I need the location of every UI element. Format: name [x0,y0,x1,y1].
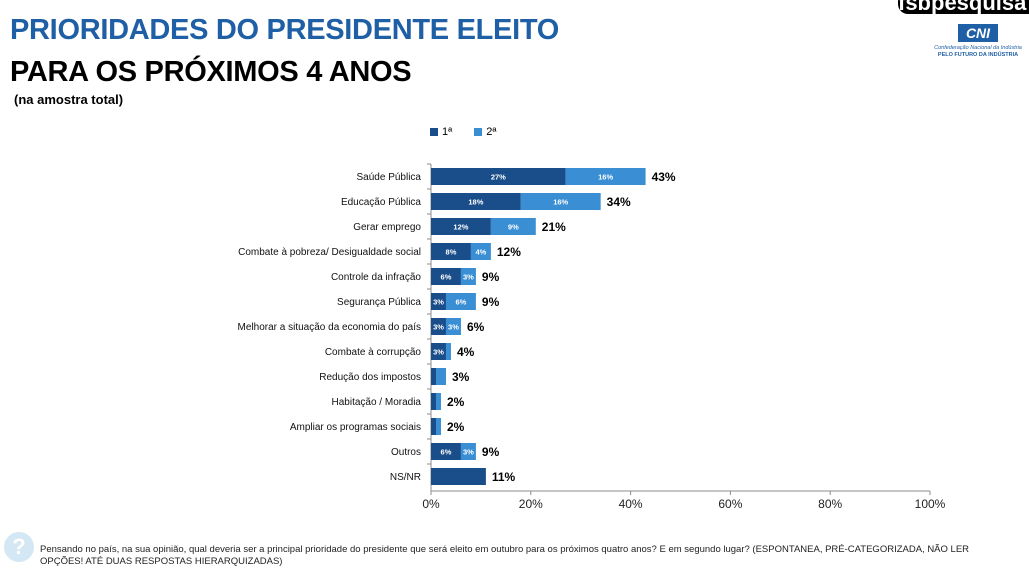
total-label: 2% [447,395,465,409]
category-label: Educação Pública [341,197,421,208]
category-label: Controle da infração [331,272,421,283]
data-label: 16% [598,173,613,182]
page-title: PRIORIDADES DO PRESIDENTE ELEITO [10,14,560,46]
fsb-logo: fsbpesquisa [898,0,1029,14]
data-label: 3% [463,448,474,457]
bar-segment-first [431,443,461,460]
cni-name: Confederação Nacional da Indústria [934,45,1022,51]
total-label: 34% [607,195,631,209]
legend-item-second: 2ª [474,126,496,138]
bar-segment-second [435,418,441,435]
legend-item-first: 1ª [430,126,452,138]
bar-segment-second [520,193,601,210]
data-label: 8% [446,248,457,257]
survey-question-footnote: Pensando no país, na sua opinião, qual d… [40,544,970,567]
total-label: 9% [482,445,500,459]
bar-segment-second [445,343,451,360]
data-label: 27% [491,173,506,182]
category-label: Outros [391,447,421,458]
data-label: 6% [441,448,452,457]
bar-segment-first [431,293,446,310]
category-label: Melhorar a situação da economia do país [238,322,421,333]
category-label: Ampliar os programas sociais [290,422,421,433]
total-label: 43% [652,170,676,184]
total-label: 3% [452,370,470,384]
data-label: 16% [553,198,568,207]
total-label: 9% [482,295,500,309]
chart-legend: 1ª 2ª [430,126,496,138]
total-label: 21% [542,220,566,234]
category-label: NS/NR [390,472,421,483]
x-tick-label: 0% [422,497,440,511]
data-label: 3% [448,323,459,332]
bar-segment-first [431,368,436,385]
bar-segment-first [431,268,461,285]
question-icon: ? [4,532,34,562]
bar-segment-first [431,318,446,335]
total-label: 12% [497,245,521,259]
data-label: 12% [453,223,468,232]
legend-swatch-first [430,128,438,136]
bar-segment-first [431,418,436,435]
x-tick-label: 40% [619,497,643,511]
x-tick-label: 80% [818,497,842,511]
total-label: 4% [457,345,475,359]
x-tick-label: 60% [718,497,742,511]
legend-label-second: 2ª [486,126,497,138]
total-label: 6% [467,320,485,334]
bar-segment-second [460,443,476,460]
data-label: 9% [508,223,519,232]
bar-segment-second [565,168,646,185]
category-label: Gerar emprego [353,222,421,233]
data-label: 3% [433,348,444,357]
category-label: Combate à corrupção [325,347,422,358]
total-label: 2% [447,420,465,434]
bar-segment-second [460,268,476,285]
bar-segment-first [431,343,446,360]
bar-segment-second [445,293,476,310]
bar-segment-first [431,468,486,485]
data-label: 4% [475,248,486,257]
category-label: Redução dos impostos [319,372,421,383]
page-title-line2: PARA OS PRÓXIMOS 4 ANOS [10,56,412,88]
sample-note: (na amostra total) [14,92,124,107]
bar-segment-second [490,218,536,235]
category-label: Segurança Pública [337,297,421,308]
x-tick-label: 100% [915,497,946,511]
category-label: Habitação / Moradia [332,397,422,408]
data-label: 3% [433,298,444,307]
legend-swatch-second [474,128,483,136]
bar-segment-second [445,318,461,335]
cni-logo: CNI Confederação Nacional da Indústria P… [932,24,1024,64]
bar-segment-first [431,218,491,235]
data-label: 6% [456,298,467,307]
bar-segment-first [431,193,521,210]
legend-label-first: 1ª [442,126,453,138]
bar-segment-second [435,368,446,385]
bar-segment-second [470,243,491,260]
category-label: Saúde Pública [357,172,422,183]
category-label: Combate à pobreza/ Desigualdade social [238,247,421,258]
cni-tagline: PELO FUTURO DA INDÚSTRIA [937,52,1019,58]
x-tick-label: 20% [519,497,543,511]
bar-segment-first [431,393,436,410]
data-label: 3% [433,323,444,332]
bar-segment-first [431,243,471,260]
bar-segment-first [431,168,566,185]
data-label: 6% [441,273,452,282]
total-label: 9% [482,270,500,284]
bar-segment-second [435,393,441,410]
cni-mark: CNI [958,24,998,42]
data-label: 18% [468,198,483,207]
data-label: 3% [463,273,474,282]
total-label: 11% [492,470,516,484]
